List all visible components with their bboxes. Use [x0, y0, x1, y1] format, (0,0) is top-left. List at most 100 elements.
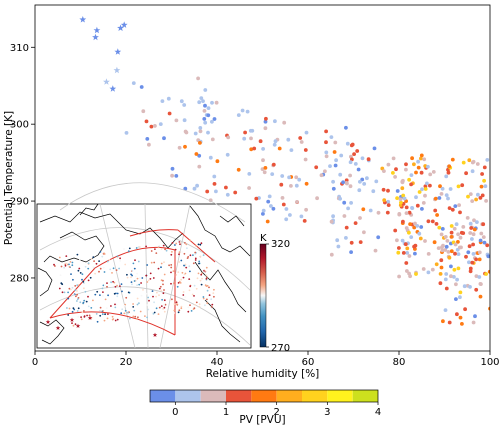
inset-point	[132, 303, 135, 305]
scatter-point	[249, 136, 253, 141]
x-tick-label: 100	[480, 357, 499, 368]
scatter-point	[331, 214, 335, 219]
inset-point	[162, 292, 165, 295]
scatter-point	[333, 140, 338, 145]
scatter-point	[475, 162, 480, 166]
inset-point	[87, 305, 90, 308]
scatter-point	[395, 189, 400, 193]
inset-point	[80, 316, 82, 318]
inset-point	[120, 312, 123, 315]
scatter-point	[405, 269, 409, 273]
scatter-point	[439, 265, 444, 270]
scatter-point	[342, 200, 347, 205]
scatter-point	[456, 252, 461, 256]
inset-points	[53, 239, 215, 327]
inset-point	[163, 303, 165, 306]
inset-point	[115, 269, 118, 271]
scatter-point	[314, 165, 319, 170]
inset-point	[92, 256, 95, 259]
inset-point	[157, 313, 160, 315]
scatter-point	[315, 196, 319, 201]
scatter-point	[449, 264, 453, 269]
scatter-point	[467, 158, 472, 163]
inset-point	[184, 296, 187, 298]
scatter-point	[289, 148, 294, 153]
inset-point	[106, 282, 108, 284]
scatter-point	[449, 274, 453, 279]
scatter-point	[458, 210, 462, 215]
scatter-point	[365, 176, 369, 181]
scatter-point	[382, 198, 387, 203]
inset-point	[83, 287, 85, 290]
scatter-point	[303, 148, 308, 152]
inset-point	[208, 286, 210, 289]
scatter-point	[304, 181, 309, 186]
scatter-point	[302, 219, 307, 223]
scatter-point	[428, 183, 432, 188]
scatter-point	[202, 109, 207, 113]
inset-point	[146, 316, 149, 319]
inset-point	[212, 292, 215, 294]
inset-point	[213, 295, 215, 298]
scatter-point	[485, 243, 490, 248]
scatter-point	[203, 103, 207, 108]
inset-point	[105, 307, 108, 309]
inset-point	[181, 271, 184, 274]
inset-point	[194, 257, 197, 260]
scatter-point	[407, 210, 412, 215]
scatter-point	[206, 113, 211, 118]
inset-point	[152, 295, 154, 298]
scatter-point	[401, 219, 405, 224]
scatter-point	[471, 159, 476, 164]
scatter-point	[353, 162, 358, 166]
inset-point	[114, 303, 116, 306]
scatter-point	[426, 164, 430, 169]
scatter-point	[294, 183, 299, 188]
inset-point	[124, 309, 127, 312]
scatter-point	[263, 126, 268, 131]
inset-point	[138, 302, 140, 305]
inset-point	[146, 304, 149, 306]
inset-point	[72, 307, 75, 310]
scatter-point	[294, 175, 299, 180]
scatter-point	[402, 196, 407, 201]
scatter-point	[225, 192, 230, 197]
inset-point	[192, 254, 194, 256]
scatter-point	[488, 306, 490, 311]
scatter-point	[202, 117, 207, 121]
inset-point	[184, 263, 187, 266]
scatter-point	[484, 272, 488, 276]
inset-point	[146, 281, 149, 283]
scatter-point	[258, 139, 263, 144]
scatter-point	[487, 269, 490, 274]
scatter-point	[430, 267, 435, 272]
scatter-point	[344, 225, 349, 230]
inset-point	[163, 273, 166, 276]
inset-point	[201, 272, 203, 275]
inset-point	[174, 244, 176, 246]
inset-point	[107, 313, 109, 315]
scatter-point	[458, 290, 463, 295]
inset-point	[90, 258, 93, 260]
inset-point	[205, 274, 208, 277]
scatter-point	[144, 119, 149, 124]
scatter-point	[404, 226, 409, 230]
scatter-point	[401, 178, 405, 183]
scatter-point	[446, 170, 451, 175]
scatter-point	[474, 257, 478, 262]
scatter-point	[298, 136, 303, 140]
scatter-point	[423, 193, 427, 198]
scatter-point	[386, 203, 391, 208]
pv-colorbar: 0 1 2 3 4	[149, 389, 381, 418]
inset-point	[179, 282, 182, 284]
scatter-point	[437, 225, 442, 230]
scatter-point	[478, 238, 483, 243]
scatter-point	[349, 201, 353, 205]
scatter-point	[414, 170, 418, 175]
scatter-point	[212, 182, 217, 186]
pv-colorbar-segment	[327, 390, 353, 402]
inset-point	[144, 277, 147, 280]
scatter-point	[247, 186, 252, 190]
inset-point	[103, 252, 106, 255]
inset-point	[58, 256, 61, 259]
